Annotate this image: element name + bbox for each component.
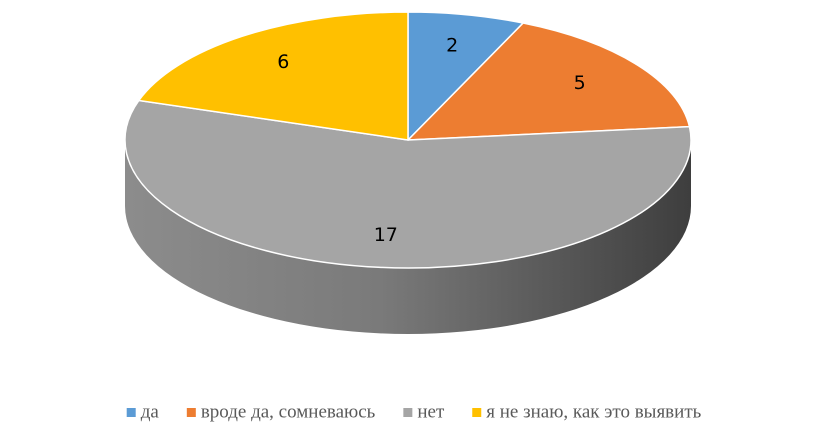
pie-slice bbox=[406, 22, 691, 141]
data-label: 5 bbox=[574, 72, 586, 94]
legend-swatch bbox=[186, 408, 196, 417]
data-label: 6 bbox=[277, 51, 289, 73]
pie-side bbox=[125, 140, 691, 334]
legend-swatch bbox=[126, 408, 136, 417]
legend-label: вроде да, сомневаюсь bbox=[201, 401, 376, 422]
data-label: 2 bbox=[446, 35, 458, 57]
pie-slice bbox=[137, 11, 409, 141]
legend-swatch bbox=[472, 408, 482, 417]
legend-label: да bbox=[141, 401, 160, 422]
pie-slice bbox=[124, 99, 692, 269]
legend-label: нет bbox=[417, 401, 445, 422]
legend-swatch bbox=[403, 408, 413, 417]
legend-label: я не знаю, как это выявить bbox=[486, 401, 701, 422]
pie-slice bbox=[407, 11, 525, 142]
data-label: 17 bbox=[374, 224, 398, 246]
